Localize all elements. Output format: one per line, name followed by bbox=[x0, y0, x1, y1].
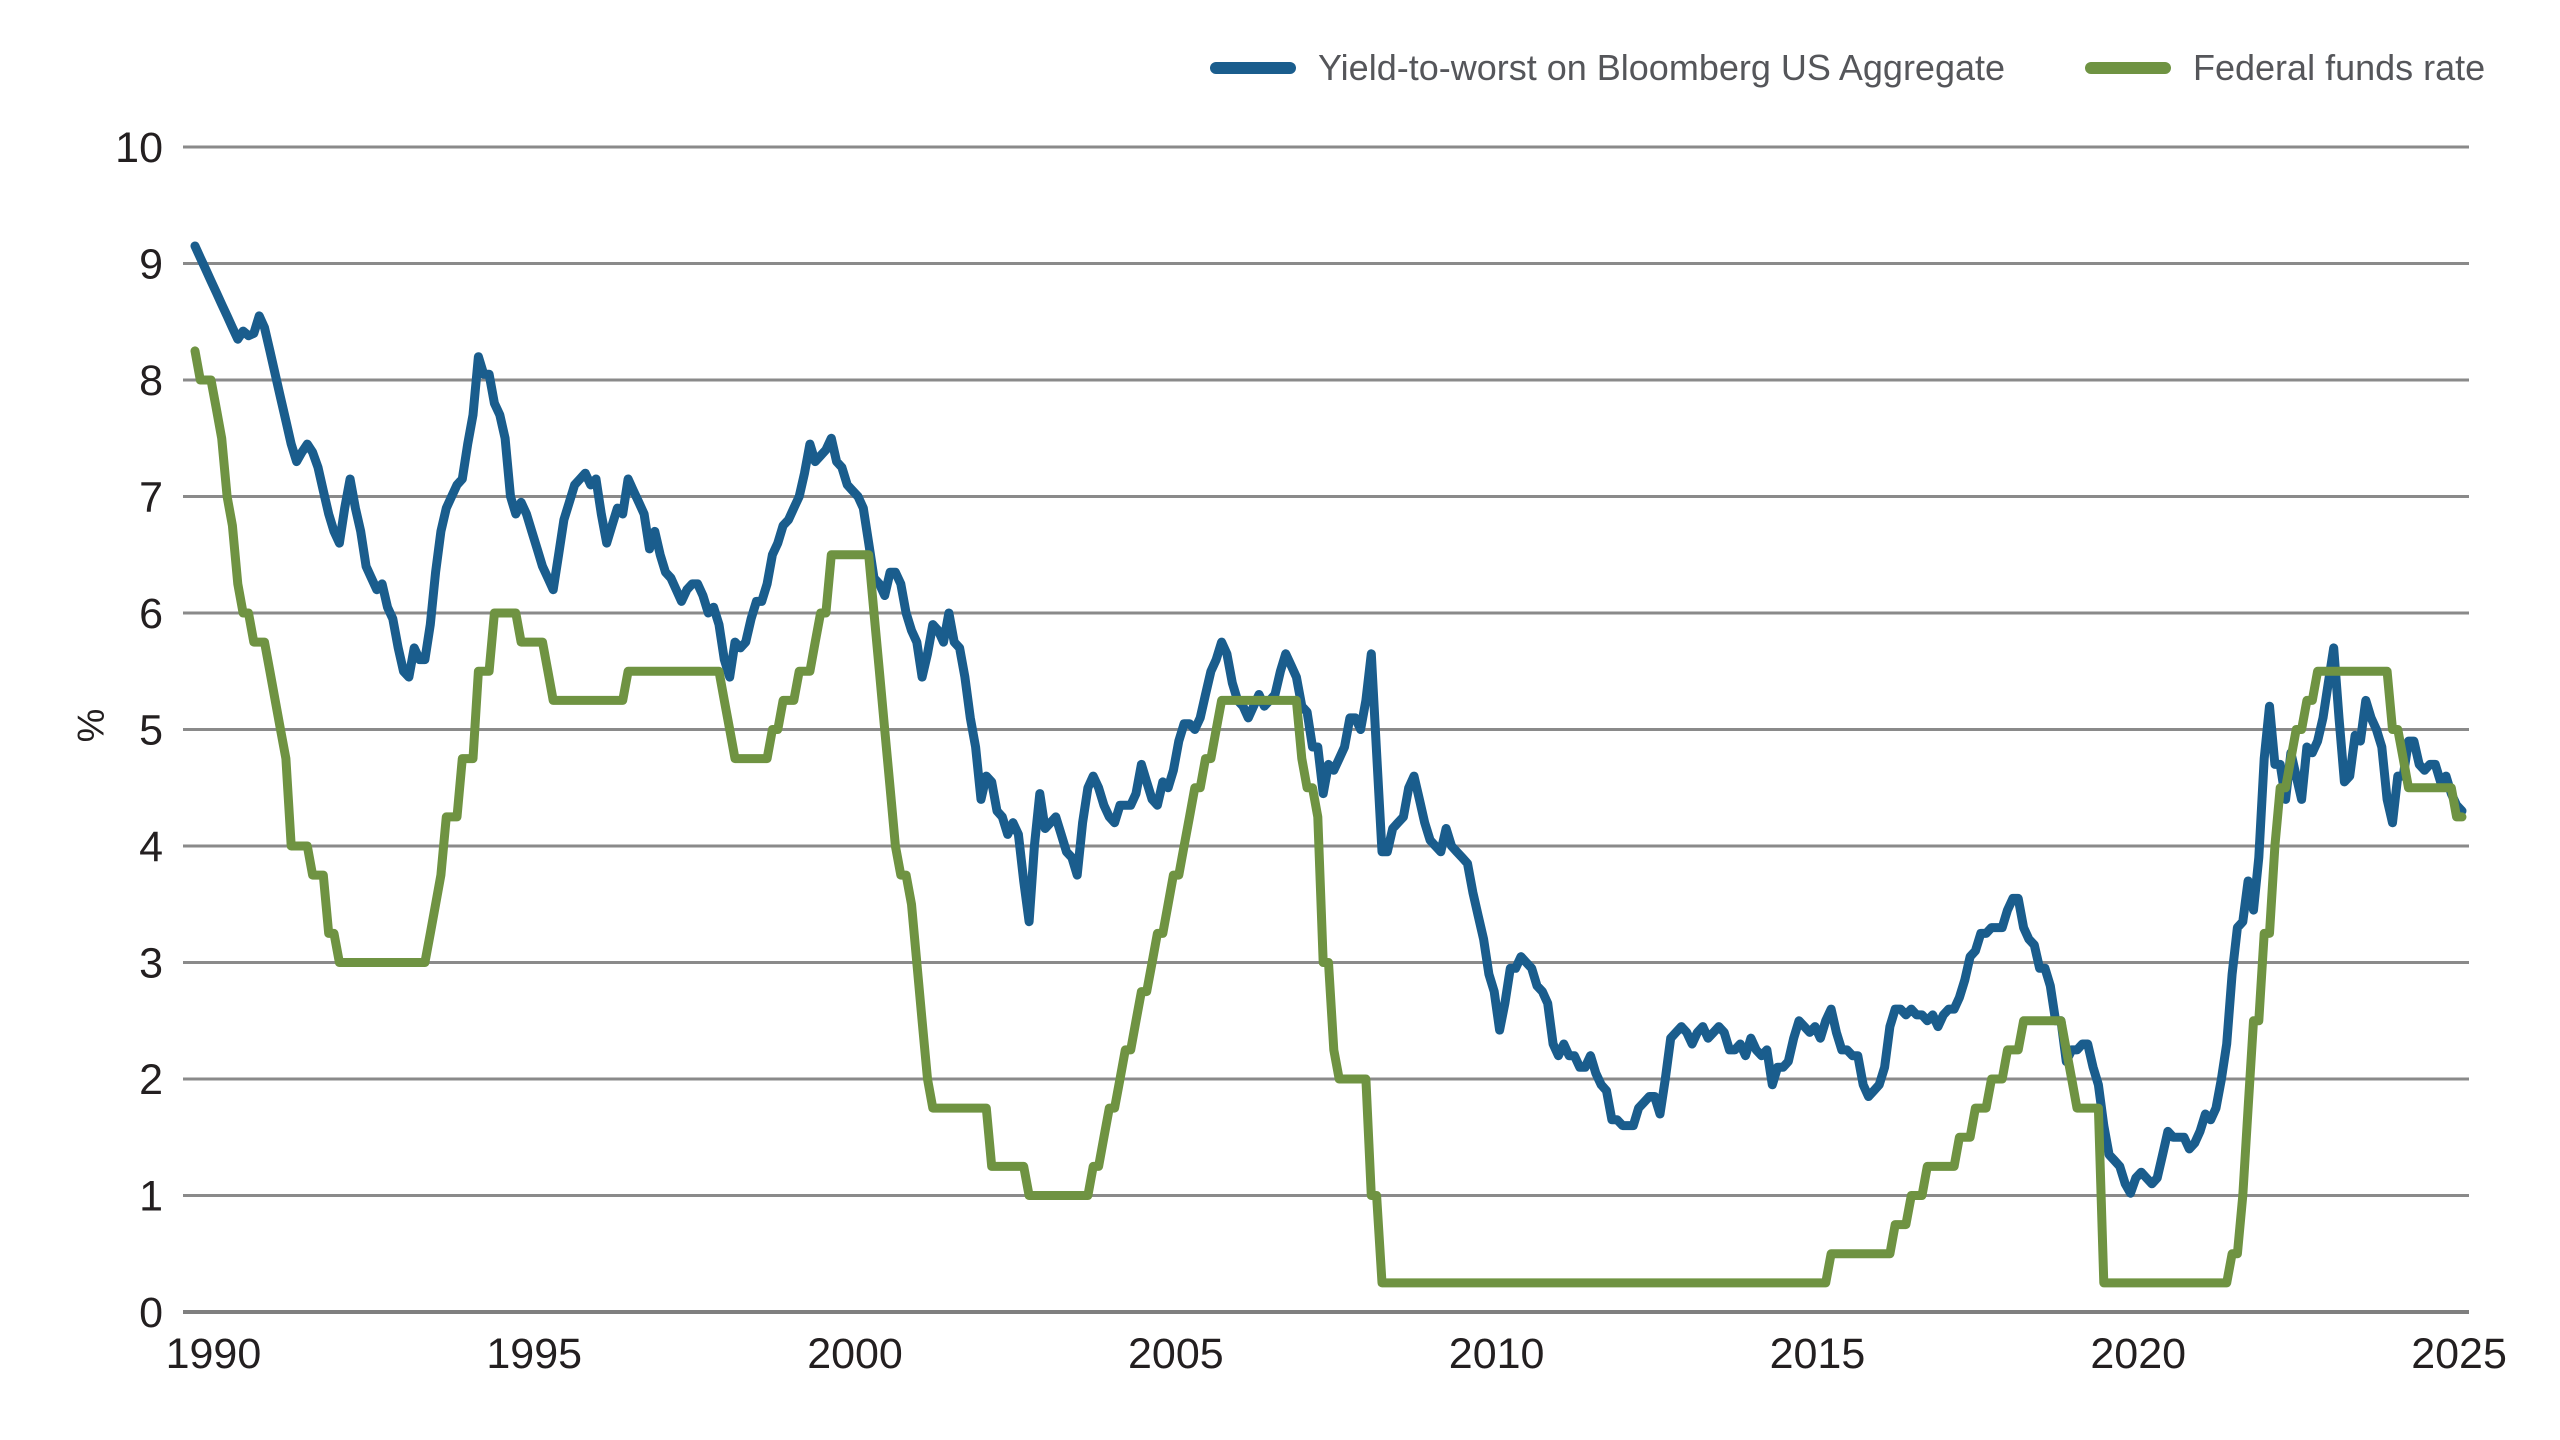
x-tick-label-2005: 2005 bbox=[1128, 1330, 1224, 1378]
y-tick-label-0: 0 bbox=[139, 1289, 163, 1337]
y-axis-unit-label: % bbox=[70, 708, 113, 743]
y-tick-label-1: 1 bbox=[139, 1173, 163, 1221]
yield-line-swatch bbox=[1210, 62, 1296, 74]
x-tick-label-2020: 2020 bbox=[2090, 1330, 2186, 1378]
y-tick-label-5: 5 bbox=[139, 707, 163, 755]
y-tick-label-9: 9 bbox=[139, 241, 163, 289]
series-line-fed-funds bbox=[190, 346, 2467, 1288]
series-line-yield-to-worst bbox=[190, 241, 2467, 1198]
legend-entry-yield-to-worst: Yield-to-worst on Bloomberg US Aggregate bbox=[1210, 46, 2005, 90]
x-tick-label-2015: 2015 bbox=[1770, 1330, 1866, 1378]
y-tick-label-4: 4 bbox=[139, 823, 163, 871]
y-tick-label-2: 2 bbox=[139, 1056, 163, 1104]
y-tick-label-8: 8 bbox=[139, 357, 163, 405]
y-tick-label-10: 10 bbox=[115, 124, 163, 172]
y-tick-label-6: 6 bbox=[139, 590, 163, 638]
fed-funds-line-swatch bbox=[2085, 62, 2171, 74]
x-tick-label-2000: 2000 bbox=[807, 1330, 903, 1378]
x-tick-label-2025: 2025 bbox=[2411, 1330, 2507, 1378]
x-tick-label-1990: 1990 bbox=[166, 1330, 262, 1378]
legend-label-yield: Yield-to-worst on Bloomberg US Aggregate bbox=[1318, 47, 2006, 88]
y-tick-label-3: 3 bbox=[139, 940, 163, 988]
x-tick-label-2010: 2010 bbox=[1449, 1330, 1545, 1378]
legend-label-fed-funds: Federal funds rate bbox=[2193, 47, 2486, 88]
y-tick-label-7: 7 bbox=[139, 474, 163, 522]
legend-entry-fed-funds: Federal funds rate bbox=[2085, 46, 2485, 90]
x-tick-label-1995: 1995 bbox=[486, 1330, 582, 1378]
